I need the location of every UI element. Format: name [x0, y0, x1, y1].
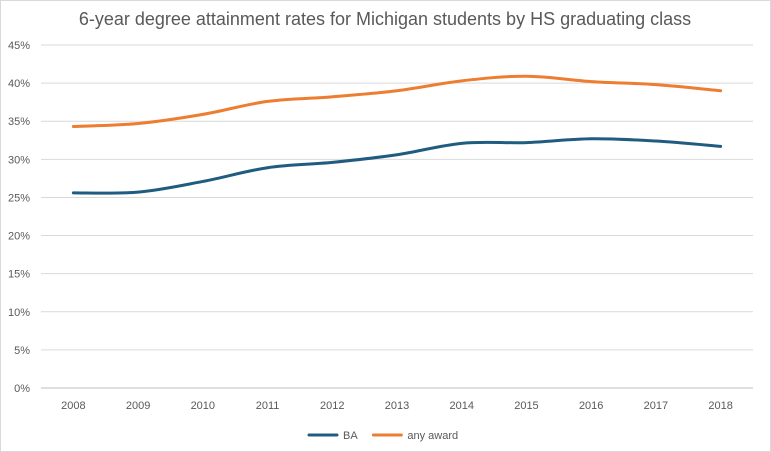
y-tick-label: 40%: [8, 78, 30, 90]
y-axis-ticks: 0% 5% 10% 15% 20% 25% 30% 35% 40% 45%: [8, 40, 30, 395]
x-tick-label: 2014: [449, 400, 473, 412]
y-tick-label: 35%: [8, 116, 30, 128]
legend-label-0: BA: [343, 430, 358, 442]
legend: BA any award: [307, 430, 458, 442]
y-tick-label: 5%: [14, 345, 30, 357]
x-tick-label: 2011: [256, 400, 280, 412]
y-tick-label: 0%: [14, 383, 30, 395]
y-tick-label: 30%: [8, 154, 30, 166]
x-tick-label: 2017: [644, 400, 668, 412]
x-tick-label: 2012: [320, 400, 344, 412]
y-tick-label: 25%: [8, 192, 30, 204]
chart-title: 6-year degree attainment rates for Michi…: [79, 9, 691, 29]
x-tick-label: 2009: [126, 400, 150, 412]
y-tick-label: 10%: [8, 307, 30, 319]
x-tick-label: 2008: [61, 400, 85, 412]
gridlines: [41, 44, 753, 389]
x-tick-label: 2016: [579, 400, 603, 412]
x-tick-label: 2018: [708, 400, 732, 412]
y-tick-label: 20%: [8, 231, 30, 243]
x-axis-ticks: 2008 2009 2010 2011 2012 2013 2014 2015 2016 2017…: [61, 400, 733, 412]
y-tick-label: 15%: [8, 269, 30, 281]
series-lines: [71, 74, 723, 195]
x-tick-label: 2015: [514, 400, 538, 412]
x-tick-label: 2010: [191, 400, 215, 412]
series-line-1: [71, 74, 723, 129]
x-tick-label: 2013: [385, 400, 409, 412]
series-line-0: [71, 137, 723, 195]
y-tick-label: 45%: [8, 40, 30, 52]
legend-label-1: any award: [407, 430, 458, 442]
